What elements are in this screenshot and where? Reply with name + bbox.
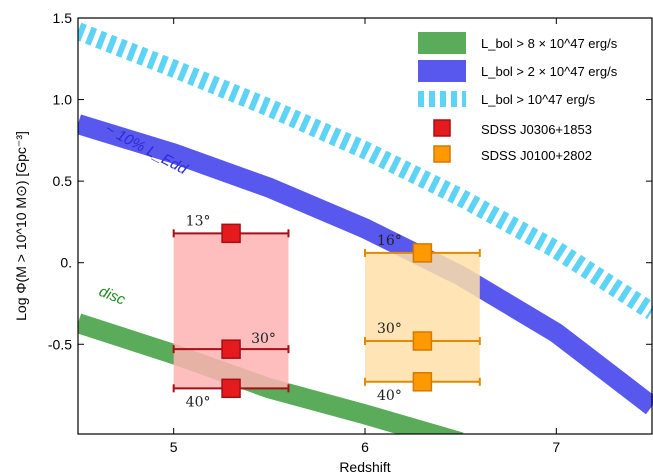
angle-label-1-2: 30° <box>251 331 276 347</box>
legend-swatch-green <box>418 32 466 54</box>
band-series-2 <box>78 114 653 415</box>
legend-label-cyan: L_bol > 10^47 erg/s <box>481 92 596 107</box>
legend-swatch-blue <box>418 60 466 82</box>
angle-label-1-3: 40° <box>186 394 211 410</box>
legend: L_bol > 8 × 10^47 erg/s L_bol > 2 × 10^4… <box>418 32 618 163</box>
marker-2-2 <box>412 331 433 351</box>
annotation-disc-text: disc <box>97 283 129 309</box>
legend-label-green: L_bol > 8 × 10^47 erg/s <box>481 36 618 51</box>
marker-1-3 <box>221 378 241 399</box>
legend-label-red: SDSS J0306+1853 <box>481 122 592 137</box>
x-tick-label-3: 7 <box>552 439 560 455</box>
axis-ticks: 5 6 7 1.5 1.0 0.5 0. -0.5 <box>48 10 652 455</box>
y-tick-label-1: 1.5 <box>53 10 73 26</box>
legend-marker-red <box>433 119 451 137</box>
marker-2-3 <box>412 372 433 392</box>
markers <box>221 223 433 399</box>
marker-1-2 <box>221 339 241 359</box>
angle-labels: 13° 30° 40° 16° 30° 40° <box>186 213 402 410</box>
object-boxes <box>173 233 480 389</box>
band-series-3 <box>78 22 653 320</box>
y-axis-title: Log Φ(M > 10^10 M⊙) [Gpc⁻³] <box>13 131 29 321</box>
x-tick-label-2: 6 <box>361 439 369 455</box>
x-axis-title: Redshift <box>339 459 390 475</box>
y-tick-label-5: -0.5 <box>48 336 72 352</box>
legend-label-orange: SDSS J0100+2802 <box>481 148 592 163</box>
legend-marker-orange <box>433 145 451 163</box>
marker-2-1 <box>412 243 433 263</box>
object-box-2 <box>365 252 480 382</box>
y-tick-label-2: 1.0 <box>53 92 73 108</box>
angle-label-1-1: 13° <box>186 213 211 229</box>
y-tick-label-3: 0.5 <box>53 173 73 189</box>
angle-label-2-2: 30° <box>377 321 402 337</box>
angle-label-2-3: 40° <box>377 388 402 404</box>
legend-label-blue: L_bol > 2 × 10^47 erg/s <box>481 64 618 79</box>
x-tick-label-1: 5 <box>170 439 178 455</box>
annotation-disc: disc <box>97 283 129 309</box>
angle-label-2-1: 16° <box>377 233 402 249</box>
plot-area <box>78 22 653 434</box>
marker-1-1 <box>221 223 241 244</box>
y-tick-label-4: 0. <box>60 255 72 271</box>
object-box-1 <box>173 233 289 389</box>
